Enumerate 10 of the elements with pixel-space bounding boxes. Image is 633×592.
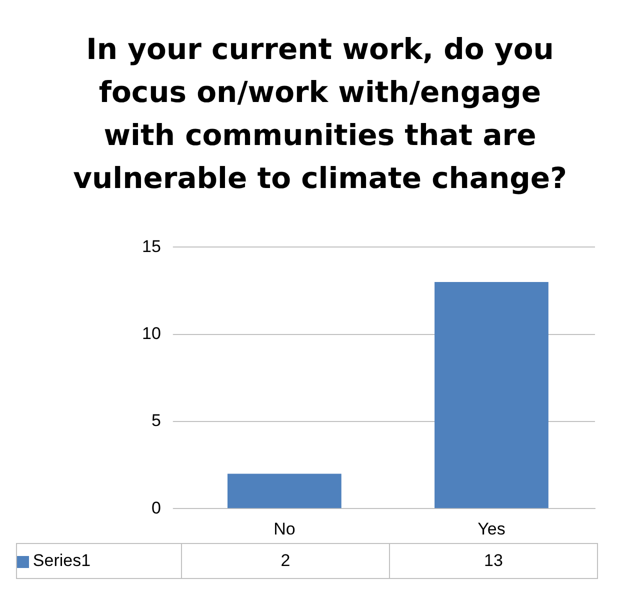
- y-tick-label: 10: [142, 324, 161, 344]
- x-tick-label: No: [274, 519, 296, 538]
- chart-title: In your current work, do you focus on/work with/engage with communities that are vulnerable to climate change?: [72, 31, 568, 197]
- data-label: 2: [181, 544, 390, 578]
- y-tick-label: 15: [142, 236, 161, 256]
- x-tick-label: Yes: [478, 519, 506, 538]
- data-label: 13: [389, 544, 598, 578]
- y-tick-label: 0: [151, 498, 161, 518]
- legend-label: Series1: [16, 544, 182, 578]
- y-tick-label: 5: [151, 411, 161, 430]
